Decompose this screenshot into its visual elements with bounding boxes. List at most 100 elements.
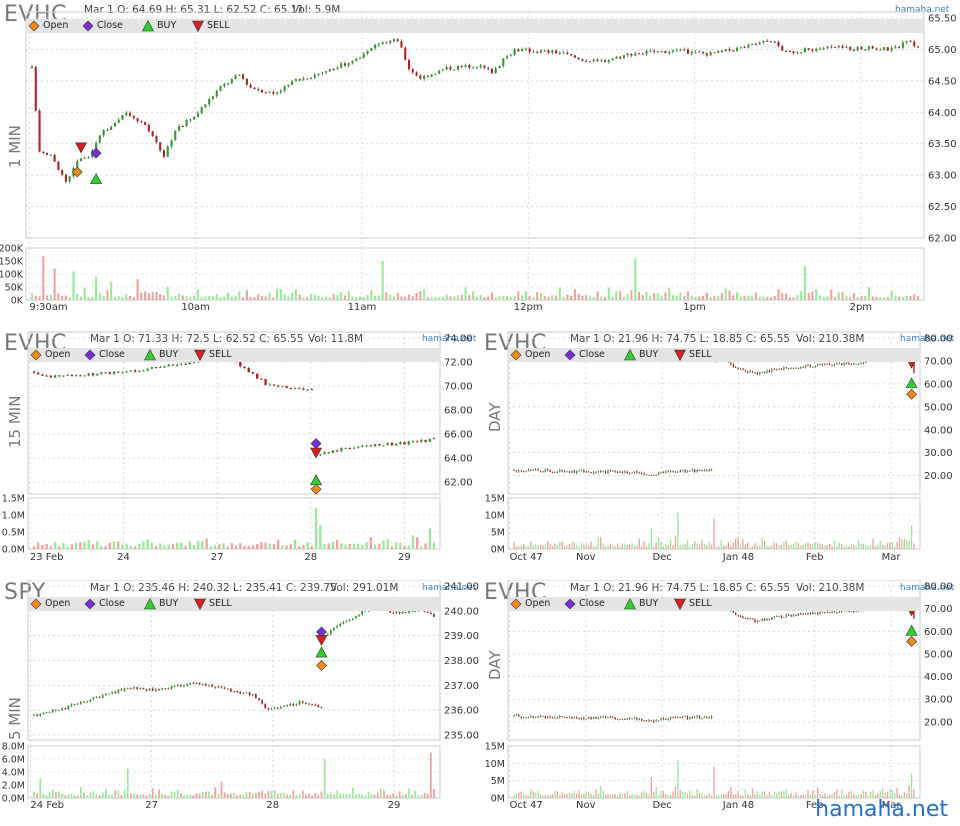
legend-item-close[interactable]: Close: [84, 348, 144, 362]
volume-bar: [112, 541, 116, 549]
price-tick-label: 20.00: [924, 471, 953, 482]
candle: [37, 372, 40, 375]
volume-bar: [619, 291, 622, 300]
candle: [188, 362, 191, 365]
volume-bar: [306, 542, 309, 549]
candle: [320, 707, 323, 709]
volume-bar: [713, 295, 716, 300]
legend-item-sell[interactable]: SELL: [194, 348, 254, 362]
legend-item-sell[interactable]: SELL: [192, 19, 252, 33]
price-chart: 65.5065.0064.5064.0063.5063.0062.5062.00…: [0, 11, 957, 312]
legend-item-buy[interactable]: BUY: [144, 348, 204, 362]
candle: [361, 611, 363, 615]
volume-bar: [913, 294, 916, 300]
volume-bar: [170, 791, 173, 798]
brand-link[interactable]: hamaha.net: [895, 5, 950, 15]
volume-bar: [778, 545, 780, 549]
legend-item-close[interactable]: Close: [564, 597, 624, 611]
volume-bar: [684, 792, 686, 798]
volume-bar: [816, 542, 819, 549]
signal-marker-sell: [310, 447, 323, 459]
volume-bar: [83, 792, 85, 798]
legend-item-close[interactable]: Close: [564, 348, 624, 362]
volume-bar: [762, 297, 765, 300]
volume-bar: [423, 289, 426, 300]
volume-bar: [68, 297, 71, 300]
candle: [178, 126, 181, 131]
volume-bar: [756, 546, 759, 549]
open-icon: [510, 349, 522, 361]
volume-bar: [775, 793, 778, 798]
volume-bar: [295, 795, 298, 798]
candle: [151, 688, 154, 691]
candle: [653, 720, 655, 722]
volume-bar: [735, 292, 739, 300]
brand-link[interactable]: hamaha.net: [900, 583, 955, 593]
candle: [532, 51, 535, 53]
volume-bar: [698, 544, 701, 549]
candle: [369, 445, 372, 447]
volume-bar: [513, 541, 515, 549]
volume-bar: [276, 288, 279, 300]
volume-bar: [638, 795, 640, 798]
candle: [595, 471, 597, 473]
legend-item-buy[interactable]: BUY: [624, 597, 684, 611]
candle: [87, 373, 90, 376]
candle: [245, 78, 248, 85]
legend-item-close[interactable]: Close: [82, 19, 142, 33]
legend-item-open[interactable]: Open: [30, 597, 90, 611]
volume-bar: [850, 544, 853, 549]
chart-panel-day-top: EVHC Mar 1 O: 21.96 H: 74.75 L: 18.85 C: …: [480, 330, 960, 562]
legend-item-open[interactable]: Open: [510, 348, 570, 362]
volume-bar: [744, 545, 746, 549]
volume-bar: [563, 793, 566, 798]
candle: [612, 716, 614, 718]
candle: [710, 716, 713, 719]
volume-bar: [862, 790, 865, 798]
volume-bar: [76, 293, 79, 300]
brand-link[interactable]: hamaha.net: [422, 334, 477, 344]
legend-item-open[interactable]: Open: [510, 597, 570, 611]
volume-bar: [812, 790, 814, 798]
volume-bar: [600, 786, 602, 798]
candle: [821, 611, 824, 613]
volume-bar: [321, 297, 324, 300]
volume-bar: [111, 794, 113, 798]
volume-bar: [583, 793, 585, 798]
legend-item-sell[interactable]: SELL: [674, 597, 734, 611]
legend-item-close[interactable]: Close: [84, 597, 144, 611]
brand-link[interactable]: hamaha.net: [422, 583, 477, 593]
candle: [142, 370, 145, 372]
volume-bar: [612, 794, 614, 798]
legend-item-open[interactable]: Open: [30, 348, 90, 362]
legend-item-buy[interactable]: BUY: [624, 348, 684, 362]
candle: [167, 364, 170, 367]
price-tick-label: 70.00: [924, 604, 953, 615]
volume-bar: [879, 540, 881, 549]
volume-bar: [539, 544, 542, 549]
volume-bar: [424, 543, 427, 549]
volume-bar: [233, 793, 235, 798]
legend-item-buy[interactable]: BUY: [144, 597, 204, 611]
candle: [792, 51, 795, 54]
volume-bar: [795, 792, 797, 798]
candle: [522, 471, 525, 473]
legend-item-open[interactable]: Open: [28, 19, 88, 33]
candle: [580, 470, 583, 472]
volume-bar: [860, 793, 862, 798]
volume-bar: [148, 793, 151, 798]
legend-item-sell[interactable]: SELL: [674, 348, 734, 362]
candle: [792, 614, 795, 617]
legend-item-buy[interactable]: BUY: [142, 19, 202, 33]
volume-bar: [70, 544, 74, 549]
candle: [624, 471, 626, 473]
brand-link[interactable]: hamaha.net: [900, 334, 955, 344]
volume-bar: [737, 791, 739, 798]
volume-bar: [520, 791, 522, 798]
volume-bar: [833, 540, 836, 549]
candle: [314, 704, 317, 706]
legend-item-sell[interactable]: SELL: [194, 597, 254, 611]
volume-bar: [267, 790, 270, 798]
candle: [667, 471, 669, 473]
candle: [110, 126, 113, 130]
